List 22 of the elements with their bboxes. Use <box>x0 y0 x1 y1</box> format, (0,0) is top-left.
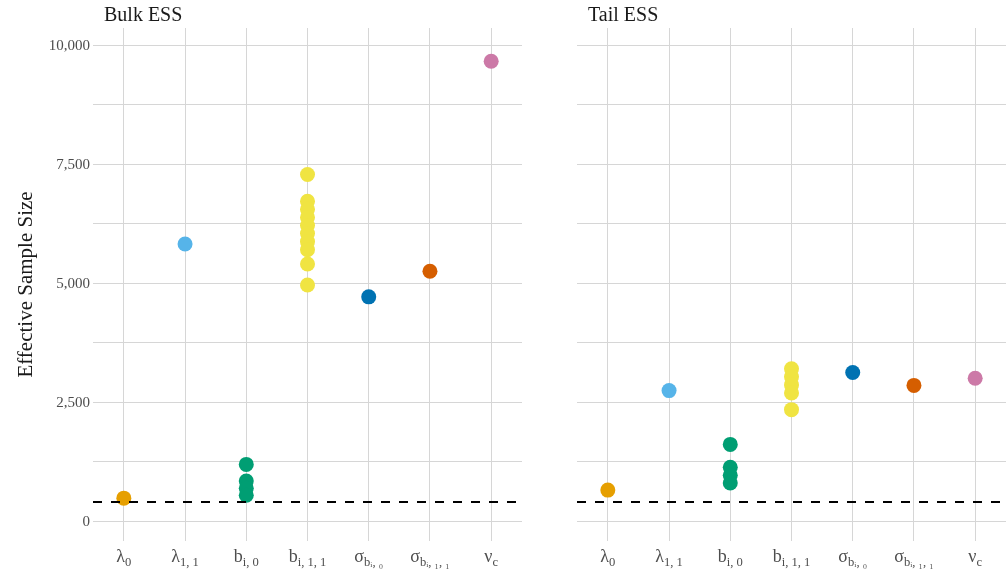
x-tick-label: b$_{i, 0}$ <box>233 546 259 569</box>
x-tick-label: ν$_{c}$ <box>968 546 983 569</box>
chart-title: Bulk ESS <box>104 3 183 25</box>
x-tick-label: σ$_{bᵢ, ₁, ₁}$ <box>410 546 450 569</box>
y-tick-label: 5,000 <box>56 275 90 292</box>
y-tick-label: 2,500 <box>56 394 90 411</box>
x-tick-label: σ$_{bᵢ, ₀}$ <box>354 546 384 569</box>
x-tick-label: b$_{i, 1, 1}$ <box>288 546 327 569</box>
x-tick-label: λ$_{0}$ <box>116 546 132 569</box>
chart-title: Tail ESS <box>588 3 659 25</box>
x-tick-label: λ$_{1, 1}$ <box>171 546 199 569</box>
y-tick-label: 0 <box>82 513 90 530</box>
y-tick-label: 7,500 <box>56 156 90 173</box>
x-tick-label: b$_{i, 1, 1}$ <box>772 546 811 569</box>
x-tick-label: λ$_{0}$ <box>600 546 616 569</box>
x-tick-label: λ$_{1, 1}$ <box>655 546 683 569</box>
x-tick-label: σ$_{bᵢ, ₀}$ <box>838 546 868 569</box>
y-tick-label: 10,000 <box>48 37 90 54</box>
x-tick-label: σ$_{bᵢ, ₁, ₁}$ <box>894 546 934 569</box>
x-tick-label: b$_{i, 0}$ <box>717 546 743 569</box>
x-tick-label: ν$_{c}$ <box>484 546 499 569</box>
y-axis-title: Effective Sample Size <box>12 191 37 378</box>
